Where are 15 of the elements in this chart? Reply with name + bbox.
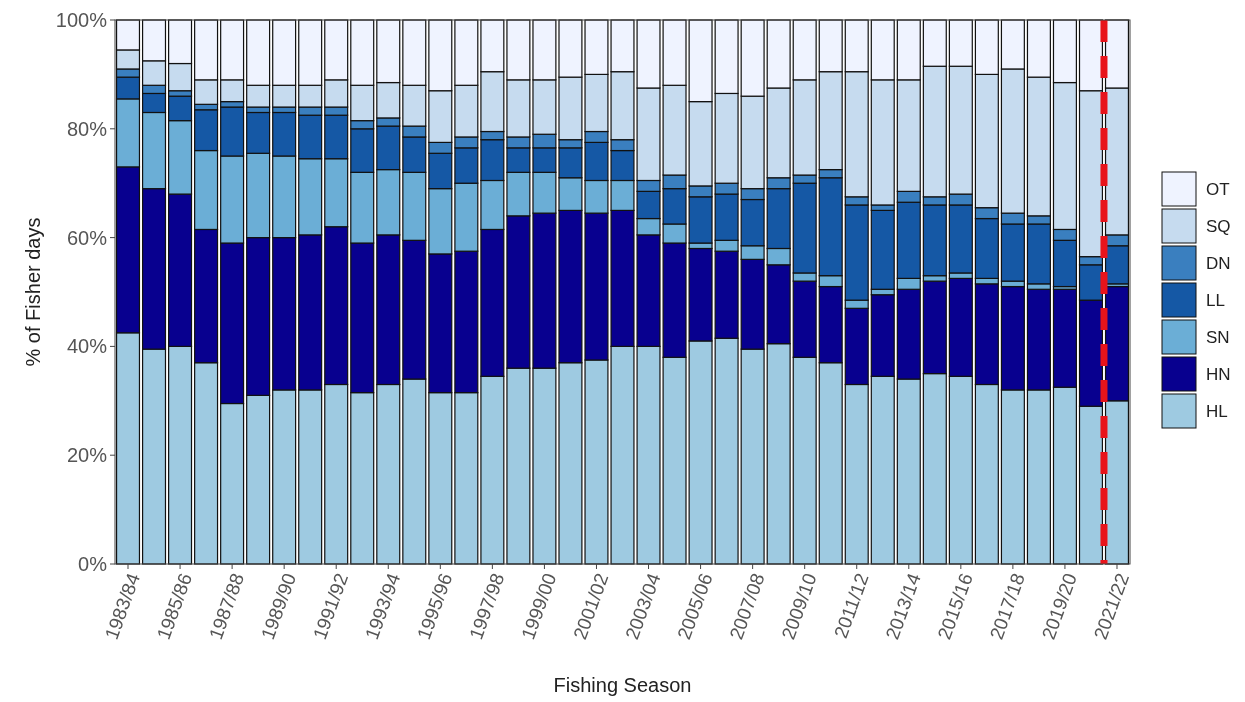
y-axis-title: % of Fisher days [22,217,44,367]
y-tick-label: 0% [78,553,108,575]
legend-label: DN [1206,253,1231,273]
y-tick-label: 100% [55,9,108,31]
y-tick-label: 60% [66,226,108,249]
y-tick-label: 80% [66,117,108,140]
legend-label: OT [1206,179,1230,199]
y-tick-label: 20% [66,444,108,467]
legend-label: HN [1206,364,1231,384]
legend-label: HL [1206,401,1228,421]
legend-label: LL [1206,290,1225,310]
y-tick-label: 40% [66,335,108,358]
legend-label: SN [1206,327,1230,347]
x-axis-title: Fishing Season [553,674,692,696]
legend-label: SQ [1206,216,1231,236]
